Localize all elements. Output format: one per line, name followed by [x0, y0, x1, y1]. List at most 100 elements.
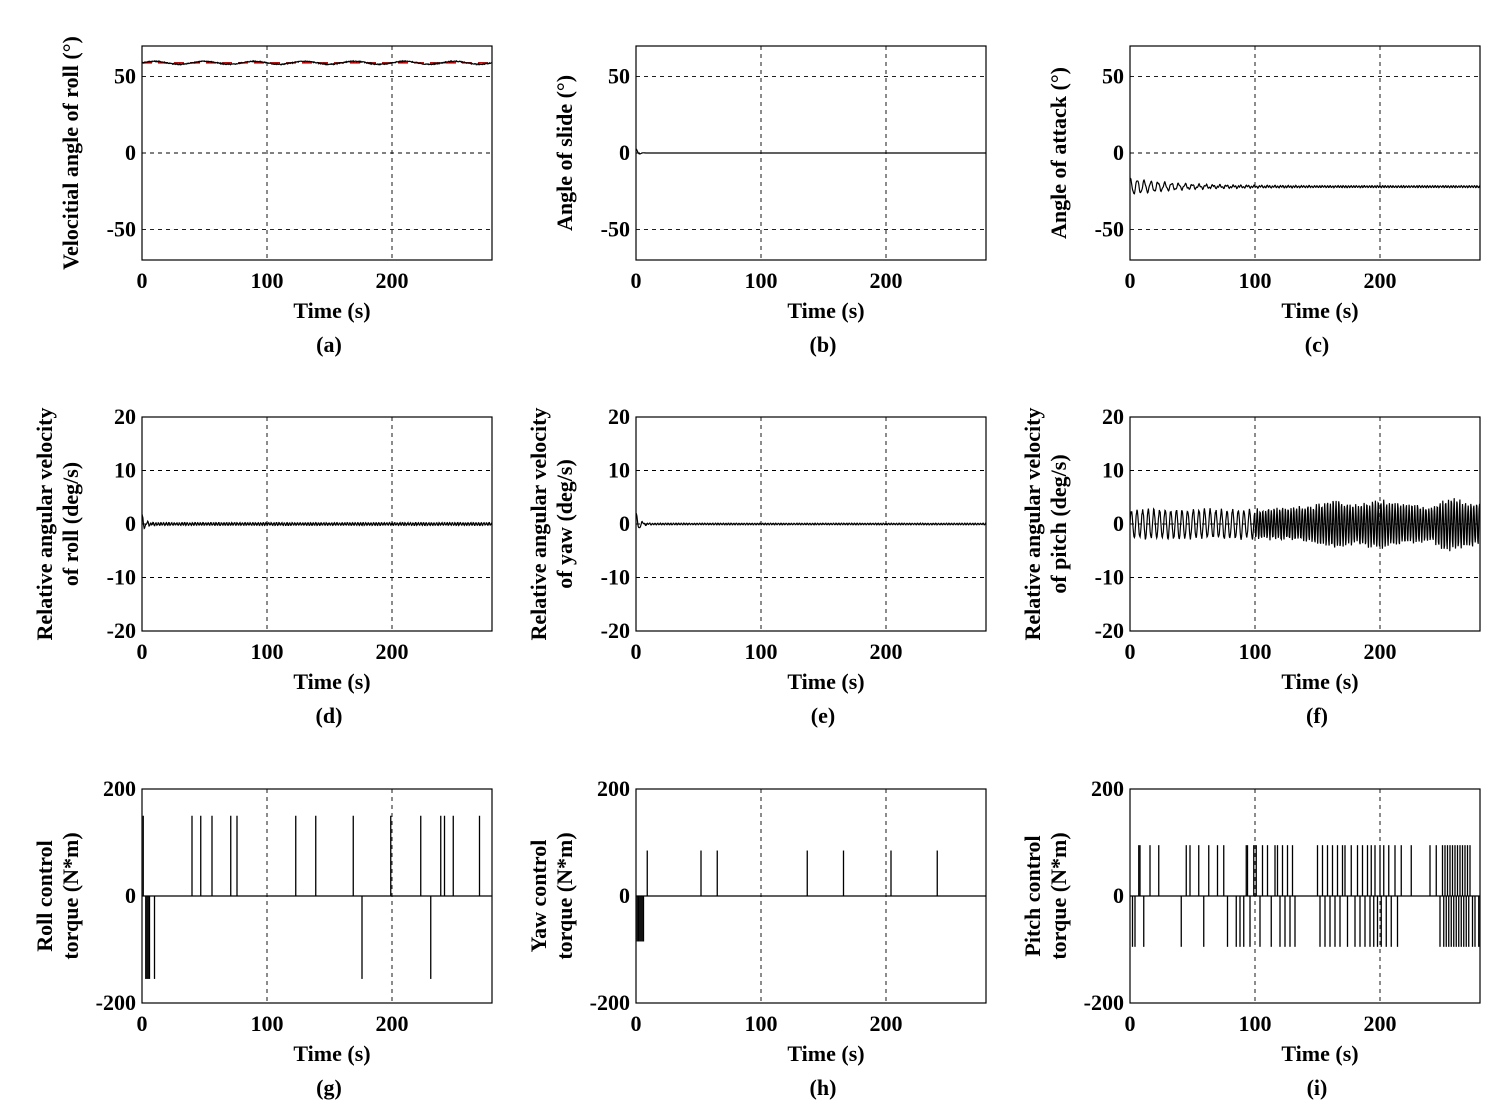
x-tick-label: 100	[745, 268, 778, 293]
subfigure-caption: (d)	[316, 703, 343, 728]
x-axis-label: Time (s)	[1281, 298, 1358, 323]
y-tick-label: 10	[1102, 458, 1124, 483]
y-tick-label: -20	[107, 618, 136, 643]
chart-c: 0 100 200 -50 0 50 Time (s) Angle of attack (°)…	[1046, 45, 1481, 357]
y-tick-label: -200	[590, 990, 630, 1015]
series-response	[1130, 498, 1480, 552]
x-tick-label: 0	[137, 268, 148, 293]
subfigure-caption: (e)	[811, 703, 835, 728]
axes-frame	[1129, 45, 1481, 261]
y-tick-label: 200	[1091, 776, 1124, 801]
y-tick-label: 10	[114, 458, 136, 483]
x-axis-label: Time (s)	[293, 669, 370, 694]
x-tick-label: 0	[137, 639, 148, 664]
x-tick-label: 100	[745, 1011, 778, 1036]
plot-area	[142, 59, 492, 66]
x-tick-label: 200	[1364, 268, 1397, 293]
y-tick-label: -10	[601, 565, 630, 590]
subfigure-caption: (a)	[316, 332, 342, 357]
x-tick-label: 200	[870, 639, 903, 664]
x-tick-label: 100	[251, 1011, 284, 1036]
y-tick-label: -50	[1095, 216, 1124, 241]
x-tick-label: 0	[631, 268, 642, 293]
plot-area	[142, 815, 492, 979]
plot-area	[636, 850, 986, 942]
y-tick-label: -20	[601, 618, 630, 643]
series-response	[142, 514, 492, 530]
x-tick-label: 100	[251, 268, 284, 293]
y-tick-label: -20	[1095, 618, 1124, 643]
y-tick-label: 50	[608, 64, 630, 89]
y-tick-label: -200	[96, 990, 136, 1015]
y-axis-label: Relative angular velocity	[526, 408, 551, 641]
y-axis-label-line2: of roll (deg/s)	[58, 462, 83, 586]
y-tick-label: 10	[608, 458, 630, 483]
y-tick-label: 0	[1113, 883, 1124, 908]
y-tick-label: -10	[1095, 565, 1124, 590]
x-tick-label: 100	[1239, 268, 1272, 293]
series-response	[1130, 177, 1480, 195]
y-tick-label: 20	[114, 404, 136, 429]
x-tick-label: 0	[137, 1011, 148, 1036]
y-tick-label: -50	[107, 216, 136, 241]
x-axis-label: Time (s)	[293, 298, 370, 323]
y-tick-label: 0	[619, 511, 630, 536]
y-axis-label-line2: torque (N*m)	[1046, 832, 1071, 959]
axes-frame	[141, 45, 493, 261]
chart-f: 0 100 200 -20 -10 0 10 20 Time (s) Relative angul…	[1020, 404, 1481, 728]
axes-frame	[635, 788, 987, 1004]
y-tick-label: 20	[608, 404, 630, 429]
y-axis-label-line2: of pitch (deg/s)	[1046, 454, 1071, 593]
x-axis-label: Time (s)	[1281, 669, 1358, 694]
x-tick-label: 0	[631, 1011, 642, 1036]
plot-area	[636, 148, 986, 155]
y-axis-label: Angle of slide (°)	[552, 75, 577, 231]
x-tick-label: 200	[870, 268, 903, 293]
y-tick-label: 50	[114, 64, 136, 89]
x-axis-label: Time (s)	[787, 1041, 864, 1066]
axes-frame	[635, 45, 987, 261]
x-tick-label: 100	[1239, 1011, 1272, 1036]
axes-frame	[1129, 416, 1481, 632]
axes-frame	[1129, 788, 1481, 1004]
x-tick-label: 0	[1125, 639, 1136, 664]
x-axis-label: Time (s)	[293, 1041, 370, 1066]
subfigure-caption: (c)	[1305, 332, 1329, 357]
x-tick-label: 100	[1239, 639, 1272, 664]
y-tick-label: 0	[125, 140, 136, 165]
x-tick-label: 200	[376, 639, 409, 664]
plot-area	[142, 514, 492, 530]
y-tick-label: 20	[1102, 404, 1124, 429]
plot-area	[636, 513, 986, 529]
x-tick-label: 200	[1364, 1011, 1397, 1036]
chart-d: 0 100 200 -20 -10 0 10 20 Time (s) Relative angul…	[32, 404, 493, 728]
axes-frame	[635, 416, 987, 632]
y-axis-label: Pitch control	[1020, 835, 1045, 956]
y-tick-label: -10	[107, 565, 136, 590]
y-axis-label: Yaw control	[526, 840, 551, 953]
y-tick-label: 0	[1113, 511, 1124, 536]
x-tick-label: 100	[745, 639, 778, 664]
x-tick-label: 0	[631, 639, 642, 664]
y-tick-label: 0	[619, 883, 630, 908]
plot-area	[1130, 177, 1480, 195]
x-axis-label: Time (s)	[1281, 1041, 1358, 1066]
chart-b: 0 100 200 -50 0 50 Time (s) Angle of slide (°) (…	[552, 45, 987, 357]
y-tick-label: 0	[619, 140, 630, 165]
plot-area	[1130, 498, 1480, 552]
x-tick-label: 200	[376, 1011, 409, 1036]
y-axis-label: Velocitial angle of roll (°)	[58, 36, 83, 270]
y-tick-label: 0	[125, 883, 136, 908]
y-axis-label-line2: torque (N*m)	[552, 832, 577, 959]
x-tick-label: 0	[1125, 1011, 1136, 1036]
y-axis-label: Angle of attack (°)	[1046, 67, 1071, 239]
y-tick-label: 0	[1113, 140, 1124, 165]
axes-frame	[141, 416, 493, 632]
x-tick-label: 200	[870, 1011, 903, 1036]
axes-frame	[141, 788, 493, 1004]
y-tick-label: -50	[601, 216, 630, 241]
